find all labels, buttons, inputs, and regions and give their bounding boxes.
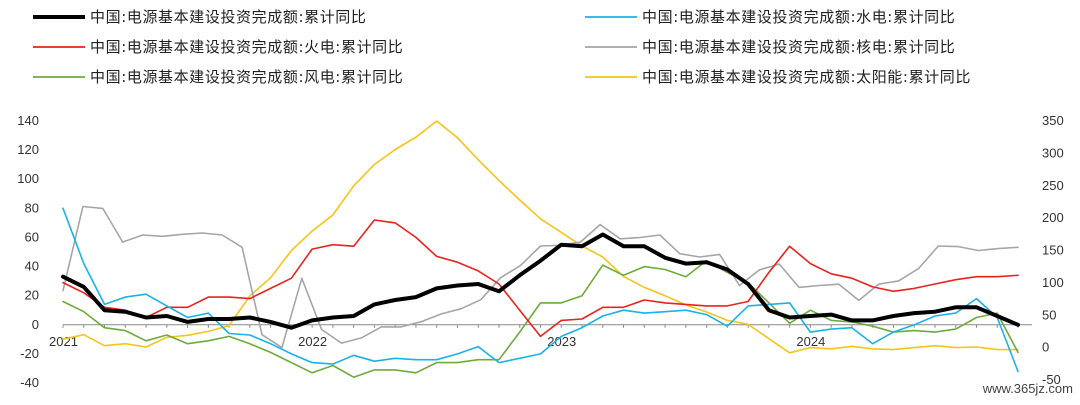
left-tick-label: 100 [17,171,39,186]
right-tick-label: 100 [1042,275,1064,290]
left-tick-label: 140 [17,113,39,128]
left-tick-label: 40 [25,259,39,274]
x-tick-label-year: 2022 [298,334,327,349]
series-line-total [61,232,1020,330]
left-tick-label: -40 [20,375,39,390]
legend-label-thermal: 中国:电源基本建设投资完成额:火电:累计同比 [90,38,403,56]
right-tick-label: -50 [1042,372,1061,387]
series-line-nuclear [62,205,1019,349]
legend-label-nuclear: 中国:电源基本建设投资完成额:核电:累计同比 [642,38,955,56]
x-axis [62,324,1032,328]
series-line-wind [62,259,1019,379]
chart-legend: 中国:电源基本建设投资完成额:累计同比 中国:电源基本建设投资完成额:水电:累计同… [33,8,971,86]
left-tick-label: 120 [17,142,39,157]
legend-label-wind: 中国:电源基本建设投资完成额:风电:累计同比 [90,68,403,86]
right-tick-label: 150 [1042,243,1064,258]
left-tick-label: -20 [20,346,39,361]
right-y-axis: 350 300 250 200 150 100 50 0 -50 [1042,113,1064,387]
watermark: www.365jz.com [982,381,1073,396]
right-tick-label: 0 [1042,340,1049,355]
left-y-axis: 140 120 100 80 60 40 20 0 -20 -40 [17,113,39,390]
x-axis-year-labels: 2021 2022 2023 2024 [49,334,825,349]
legend-label-solar: 中国:电源基本建设投资完成额:太阳能:累计同比 [642,68,971,86]
right-tick-label: 50 [1042,307,1056,322]
x-tick-label-year: 2023 [547,334,576,349]
x-tick-label-year: 2024 [796,334,825,349]
right-tick-label: 250 [1042,178,1064,193]
legend-label-total: 中国:电源基本建设投资完成额:累计同比 [90,8,367,26]
series-lines [61,120,1020,379]
left-tick-label: 0 [32,317,39,332]
right-tick-label: 200 [1042,210,1064,225]
right-tick-label: 300 [1042,145,1064,160]
series-line-thermal [62,219,1019,338]
left-tick-label: 60 [25,229,39,244]
series-line-hydro [62,207,1019,373]
left-tick-label: 20 [25,288,39,303]
legend-label-hydro: 中国:电源基本建设投资完成额:水电:累计同比 [642,8,955,26]
left-tick-label: 80 [25,200,39,215]
right-tick-label: 350 [1042,113,1064,128]
